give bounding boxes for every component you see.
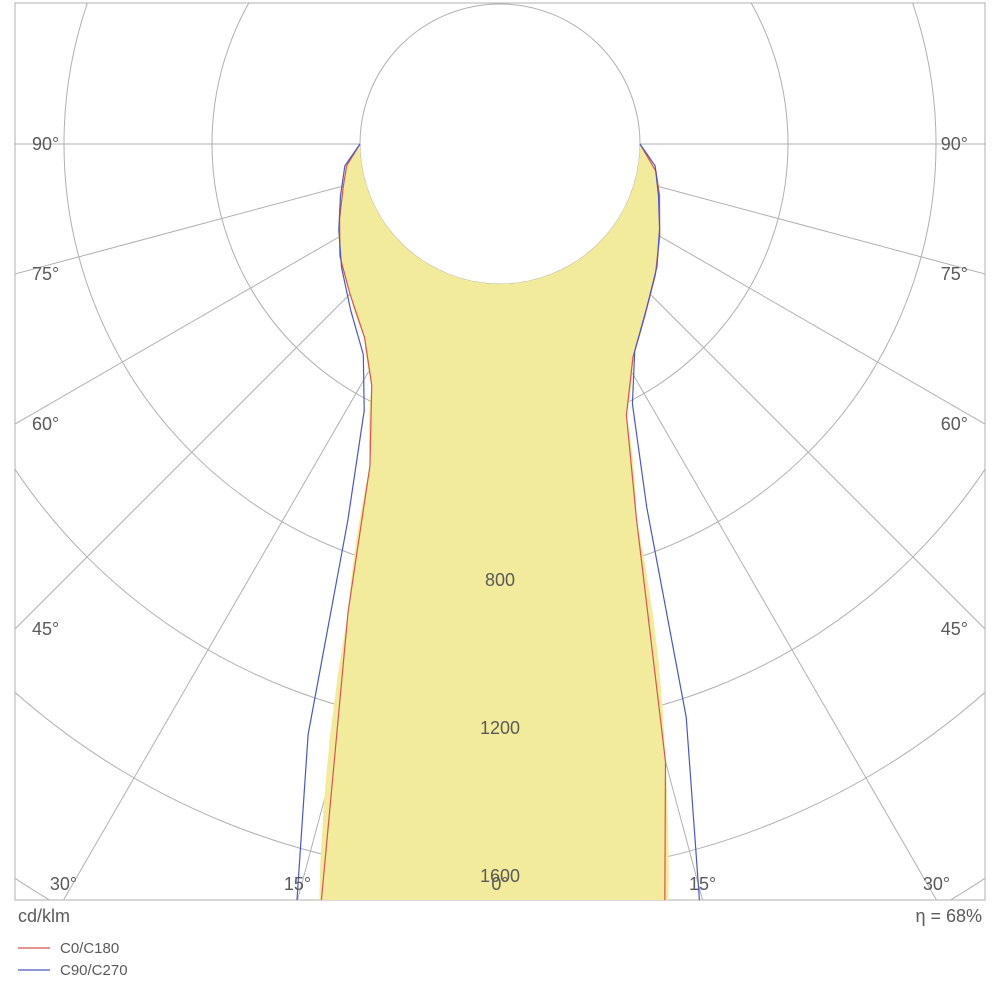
angle-label: 45° (32, 619, 59, 639)
angle-label: 15° (689, 874, 716, 894)
angle-label: 15° (284, 874, 311, 894)
legend-label: C0/C180 (60, 940, 119, 957)
angle-label: 75° (32, 264, 59, 284)
angle-label: 30° (50, 874, 77, 894)
legend-label: C90/C270 (60, 962, 128, 979)
polar-chart: 800120016002000 90°90°75°75°60°60°45°45°… (0, 0, 1000, 981)
unit-label: cd/klm (18, 906, 70, 926)
angle-label: 0° (491, 874, 508, 894)
angle-label: 60° (941, 414, 968, 434)
angle-label: 60° (32, 414, 59, 434)
angle-label: 90° (32, 134, 59, 154)
angle-label: 90° (941, 134, 968, 154)
ring-label: 800 (485, 570, 515, 590)
ring-label: 1200 (480, 718, 520, 738)
angle-label: 75° (941, 264, 968, 284)
angle-label: 30° (923, 874, 950, 894)
angle-label: 45° (941, 619, 968, 639)
efficiency-label: η = 68% (915, 906, 982, 926)
